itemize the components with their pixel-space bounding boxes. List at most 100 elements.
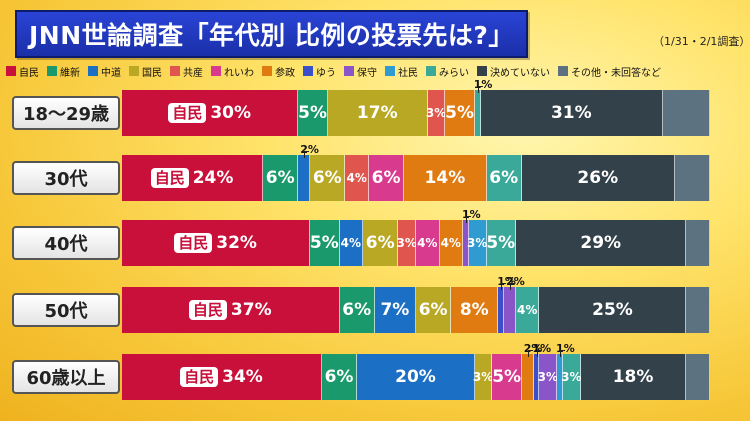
percent-value: 34% bbox=[222, 367, 263, 387]
data-label: 6% bbox=[325, 367, 354, 387]
percent-value: 30% bbox=[210, 103, 252, 123]
party-name-badge: 自民 bbox=[168, 103, 207, 123]
data-label: 25% bbox=[592, 300, 633, 320]
bar-segment bbox=[504, 287, 516, 333]
data-label: 2% bbox=[300, 143, 319, 156]
bar-segment: 自民 32% bbox=[122, 220, 311, 266]
bar-segment bbox=[533, 354, 540, 400]
percent-value: 6% bbox=[342, 300, 372, 320]
percent-value: 20% bbox=[395, 367, 436, 387]
data-label: 5% bbox=[486, 233, 515, 253]
bar-segment: 7% bbox=[374, 287, 416, 333]
bar-segment bbox=[557, 354, 563, 400]
bar-segment: 29% bbox=[515, 220, 687, 266]
percent-value: 4% bbox=[417, 236, 438, 250]
bar-segment: 5% bbox=[309, 220, 340, 266]
percent-value: 5% bbox=[309, 233, 339, 253]
legend-item: 社民 bbox=[385, 64, 418, 79]
data-label: 4% bbox=[341, 236, 361, 250]
legend-swatch bbox=[558, 66, 568, 76]
bar-segment: 3% bbox=[561, 354, 582, 400]
row-label: 50代 bbox=[12, 293, 120, 327]
bar-segment bbox=[521, 354, 534, 400]
percent-value: 3% bbox=[396, 236, 417, 250]
bar-segment: 5% bbox=[486, 220, 516, 266]
legend-swatch bbox=[303, 66, 313, 76]
data-label: 1% bbox=[473, 78, 493, 91]
data-label: 6% bbox=[366, 233, 395, 253]
bar-segment: 自民 30% bbox=[122, 90, 299, 136]
percent-value: 4% bbox=[340, 236, 361, 250]
bar-segment: 6% bbox=[416, 287, 452, 333]
percent-value: 18% bbox=[612, 367, 654, 387]
bar-segment: 4% bbox=[515, 287, 540, 333]
data-label: 3% bbox=[561, 370, 581, 384]
percent-value: 6% bbox=[489, 168, 519, 188]
data-label: 31% bbox=[551, 103, 592, 123]
legend-label: みらい bbox=[439, 67, 469, 79]
bar-segment: 26% bbox=[521, 155, 675, 201]
percent-value: 24% bbox=[192, 168, 234, 188]
legend-item: ゆう bbox=[303, 64, 336, 79]
legend-swatch bbox=[211, 66, 221, 76]
bar-segment: 自民 24% bbox=[122, 155, 264, 201]
legend-swatch bbox=[170, 66, 180, 76]
data-label: 3% bbox=[538, 370, 558, 384]
bar-segment: 自民 34% bbox=[122, 354, 322, 400]
legend-label: 社民 bbox=[398, 67, 418, 79]
bar-row: 自民 34% 6% 20% 3% 5% 3% 3% 18% bbox=[122, 354, 710, 400]
data-label: 1% bbox=[556, 342, 575, 355]
percent-value: 3% bbox=[537, 370, 558, 384]
bar-row: 自民 24% 6% 6% 4% 6% 14% 6% 26% bbox=[122, 155, 710, 201]
callout-line bbox=[477, 86, 483, 93]
bar-segment bbox=[474, 90, 481, 136]
legend-item: 決めていない bbox=[477, 64, 550, 79]
data-label: 29% bbox=[580, 233, 621, 253]
legend-item: 維新 bbox=[47, 64, 80, 79]
data-label: 自民 32% bbox=[174, 233, 257, 253]
data-label: 6% bbox=[313, 168, 342, 188]
data-label: 3% bbox=[396, 236, 416, 250]
chart-title: JNN世論調査「年代別 比例の投票先は?」 bbox=[15, 10, 528, 58]
legend-label: 自民 bbox=[19, 67, 39, 79]
callout-line bbox=[510, 283, 516, 290]
party-name-badge: 自民 bbox=[180, 367, 219, 387]
callout-line bbox=[560, 350, 566, 357]
bar-segment: 14% bbox=[404, 155, 487, 201]
legend-swatch bbox=[344, 66, 354, 76]
percent-value: 6% bbox=[324, 367, 354, 387]
legend-label: 中道 bbox=[101, 67, 121, 79]
legend-item: 共産 bbox=[170, 64, 203, 79]
bar-segment: 4% bbox=[345, 155, 369, 201]
percent-value: 4% bbox=[440, 236, 461, 250]
legend-label: 国民 bbox=[142, 67, 162, 79]
bar-segment: 3% bbox=[467, 220, 487, 266]
bar-segment bbox=[686, 220, 710, 266]
percent-value: 37% bbox=[230, 300, 272, 320]
percent-value: 5% bbox=[445, 103, 475, 123]
bar-segment bbox=[686, 354, 710, 400]
data-label: 4% bbox=[441, 236, 461, 250]
data-label: 4% bbox=[417, 236, 437, 250]
bar-segment: 17% bbox=[327, 90, 428, 136]
data-label: 4% bbox=[517, 303, 537, 317]
bar-segment: 25% bbox=[539, 287, 687, 333]
bar-segment: 3% bbox=[538, 354, 558, 400]
percent-value: 14% bbox=[424, 168, 466, 188]
percent-value: 4% bbox=[517, 303, 538, 317]
data-label: 8% bbox=[460, 300, 489, 320]
legend-swatch bbox=[47, 66, 57, 76]
bar-row: 自民 32% 5% 4% 6% 3% 4% 4% 3% 5% 29% bbox=[122, 220, 710, 266]
bar-segment: 8% bbox=[451, 287, 499, 333]
data-label: 5% bbox=[445, 103, 474, 123]
bar-segment bbox=[298, 155, 311, 201]
percent-value: 26% bbox=[577, 168, 619, 188]
bar-segment: 4% bbox=[439, 220, 464, 266]
legend-swatch bbox=[88, 66, 98, 76]
legend-item: その他・未回答など bbox=[558, 64, 661, 79]
percent-value: 5% bbox=[492, 367, 522, 387]
data-label: 1% bbox=[532, 342, 552, 355]
legend-item: みらい bbox=[426, 64, 469, 79]
row-label: 60歳以上 bbox=[12, 360, 120, 394]
legend-label: ゆう bbox=[316, 67, 336, 79]
